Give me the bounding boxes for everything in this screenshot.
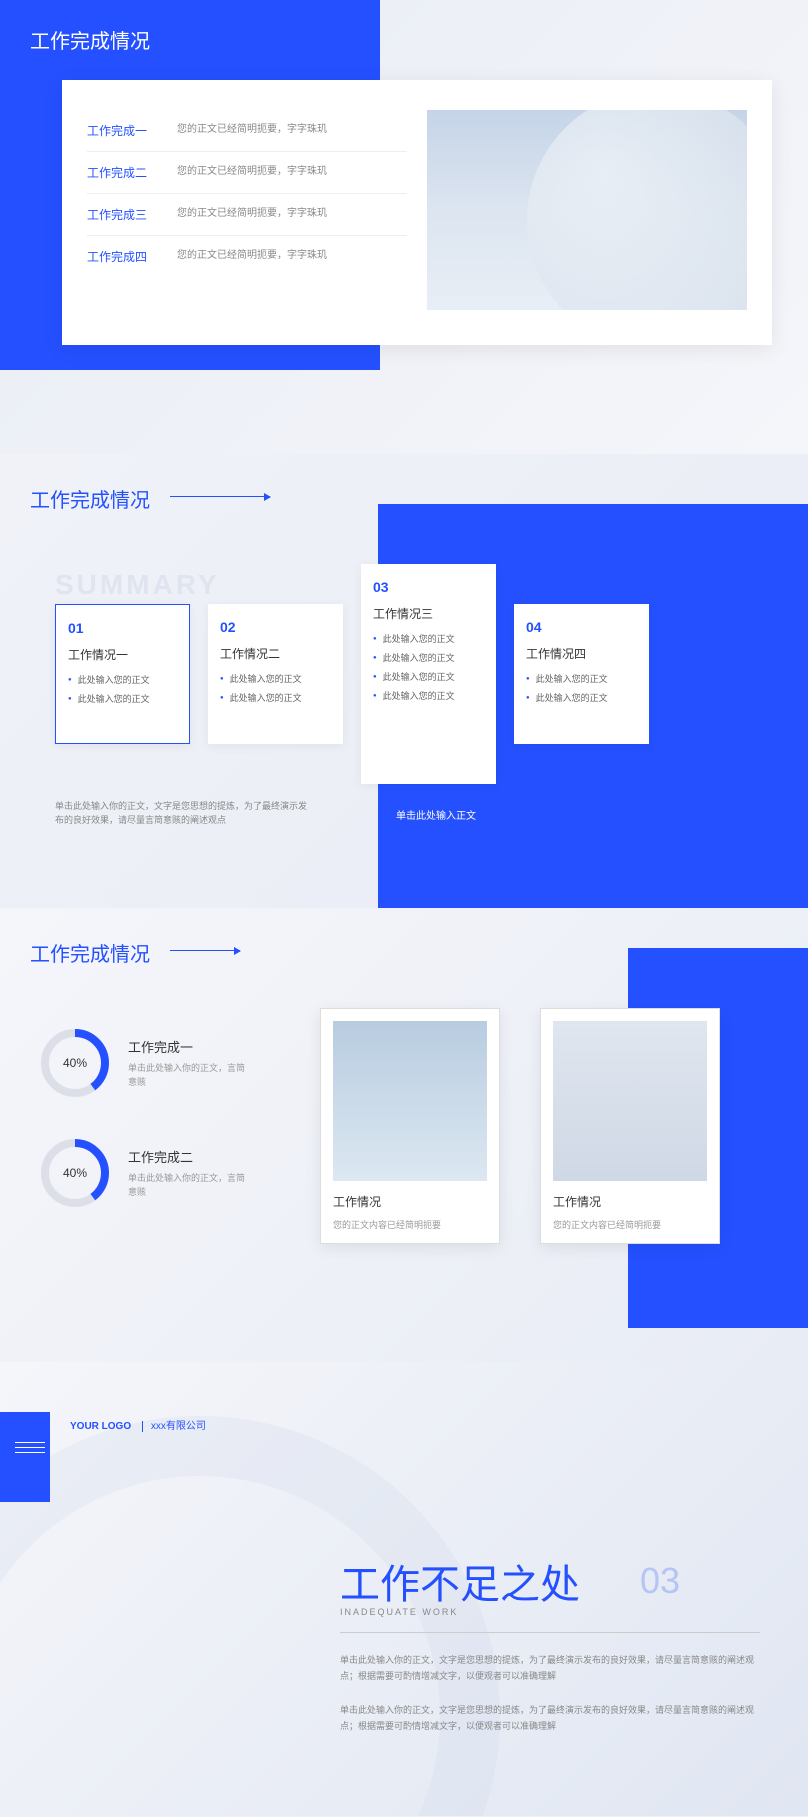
body-para-1: 单击此处输入你的正文，文字是您思想的提炼，为了最终演示发布的良好效果，请尽量言简… bbox=[340, 1652, 760, 1684]
bullet: 此处输入您的正文 bbox=[526, 672, 637, 685]
card-title: 工作情况一 bbox=[68, 646, 177, 663]
row-desc: 您的正文已经简明扼要，字字珠玑 bbox=[177, 164, 407, 181]
hero-image bbox=[427, 110, 747, 310]
progress-column: 40% 工作完成一 单击此处输入你的正文，言简意赅 40% 工作完成二 单击此处… bbox=[40, 1028, 248, 1248]
bullet: 此处输入您的正文 bbox=[68, 692, 177, 705]
card-num: 03 bbox=[373, 579, 484, 595]
row-label: 工作完成四 bbox=[87, 248, 177, 265]
progress-percent: 40% bbox=[40, 1138, 110, 1208]
slide3-title: 工作完成情况 bbox=[30, 938, 150, 967]
arrow-decor bbox=[170, 950, 240, 951]
card-num: 01 bbox=[68, 620, 177, 636]
progress-title: 工作完成二 bbox=[128, 1147, 248, 1166]
slide-1: 工作完成情况 工作完成一 您的正文已经简明扼要，字字珠玑 工作完成二 您的正文已… bbox=[0, 0, 808, 454]
card-3: 03 工作情况三 此处输入您的正文 此处输入您的正文 此处输入您的正文 此处输入… bbox=[361, 564, 496, 784]
table-row: 工作完成二 您的正文已经简明扼要，字字珠玑 bbox=[87, 152, 407, 194]
card-image bbox=[333, 1021, 487, 1181]
slide-4: YOUR LOGO xxx有限公司 工作不足之处 03 INADEQUATE W… bbox=[0, 1362, 808, 1816]
row-label: 工作完成一 bbox=[87, 122, 177, 139]
card-title: 工作情况 bbox=[333, 1193, 487, 1210]
progress-ring: 40% bbox=[40, 1028, 110, 1098]
bullet: 此处输入您的正文 bbox=[373, 689, 484, 702]
card-4: 04 工作情况四 此处输入您的正文 此处输入您的正文 bbox=[514, 604, 649, 744]
progress-item: 40% 工作完成一 单击此处输入你的正文，言简意赅 bbox=[40, 1028, 248, 1098]
progress-title: 工作完成一 bbox=[128, 1037, 248, 1056]
bullet: 此处输入您的正文 bbox=[220, 672, 331, 685]
row-desc: 您的正文已经简明扼要，字字珠玑 bbox=[177, 122, 407, 139]
card-num: 04 bbox=[526, 619, 637, 635]
table-row: 工作完成四 您的正文已经简明扼要，字字珠玑 bbox=[87, 236, 407, 277]
card-desc: 您的正文内容已经简明扼要 bbox=[333, 1218, 487, 1231]
card-title: 工作情况二 bbox=[220, 645, 331, 662]
slide-3: 工作完成情况 40% 工作完成一 单击此处输入你的正文，言简意赅 40% 工作完… bbox=[0, 908, 808, 1362]
progress-percent: 40% bbox=[40, 1028, 110, 1098]
card-image bbox=[553, 1021, 707, 1181]
row-label: 工作完成三 bbox=[87, 206, 177, 223]
card-desc: 您的正文内容已经简明扼要 bbox=[553, 1218, 707, 1231]
table-row: 工作完成三 您的正文已经简明扼要，字字珠玑 bbox=[87, 194, 407, 236]
card-title: 工作情况 bbox=[553, 1193, 707, 1210]
row-desc: 您的正文已经简明扼要，字字珠玑 bbox=[177, 206, 407, 223]
row-label: 工作完成二 bbox=[87, 164, 177, 181]
card-row: 01 工作情况一 此处输入您的正文 此处输入您的正文 02 工作情况二 此处输入… bbox=[55, 604, 649, 784]
progress-desc: 单击此处输入你的正文，言简意赅 bbox=[128, 1172, 248, 1199]
card-title: 工作情况四 bbox=[526, 645, 637, 662]
work-list: 工作完成一 您的正文已经简明扼要，字字珠玑 工作完成二 您的正文已经简明扼要，字… bbox=[87, 110, 407, 315]
bullet: 此处输入您的正文 bbox=[526, 691, 637, 704]
card-title: 工作情况三 bbox=[373, 605, 484, 622]
slide2-title: 工作完成情况 bbox=[30, 484, 150, 513]
progress-item: 40% 工作完成二 单击此处输入你的正文，言简意赅 bbox=[40, 1138, 248, 1208]
section-number: 03 bbox=[640, 1560, 680, 1602]
image-card-1: 工作情况 您的正文内容已经简明扼要 bbox=[320, 1008, 500, 1244]
cta-button[interactable]: 单击此处输入正文 bbox=[382, 799, 490, 830]
footer-text: 单击此处输入你的正文，文字是您思想的提炼，为了最终演示发布的良好效果，请尽量言简… bbox=[55, 799, 315, 828]
bullet: 此处输入您的正文 bbox=[373, 651, 484, 664]
row-desc: 您的正文已经简明扼要，字字珠玑 bbox=[177, 248, 407, 265]
section-subtitle: INADEQUATE WORK bbox=[340, 1607, 458, 1617]
logo-block: YOUR LOGO xxx有限公司 bbox=[70, 1417, 206, 1432]
slide-2: 工作完成情况 SUMMARY 01 工作情况一 此处输入您的正文 此处输入您的正… bbox=[0, 454, 808, 908]
bullet: 此处输入您的正文 bbox=[68, 673, 177, 686]
logo-text: YOUR LOGO bbox=[70, 1421, 131, 1432]
watermark-text: SUMMARY bbox=[55, 569, 220, 601]
content-card: 工作完成一 您的正文已经简明扼要，字字珠玑 工作完成二 您的正文已经简明扼要，字… bbox=[62, 80, 772, 345]
image-card-2: 工作情况 您的正文内容已经简明扼要 bbox=[540, 1008, 720, 1244]
body-para-2: 单击此处输入你的正文，文字是您思想的提炼，为了最终演示发布的良好效果，请尽量言简… bbox=[340, 1702, 760, 1734]
bullet: 此处输入您的正文 bbox=[373, 670, 484, 683]
progress-desc: 单击此处输入你的正文，言简意赅 bbox=[128, 1062, 248, 1089]
divider bbox=[340, 1632, 760, 1633]
bullet: 此处输入您的正文 bbox=[220, 691, 331, 704]
progress-ring: 40% bbox=[40, 1138, 110, 1208]
card-1: 01 工作情况一 此处输入您的正文 此处输入您的正文 bbox=[55, 604, 190, 744]
table-row: 工作完成一 您的正文已经简明扼要，字字珠玑 bbox=[87, 110, 407, 152]
menu-icon bbox=[15, 1442, 45, 1457]
arrow-decor bbox=[170, 496, 270, 497]
slide1-title: 工作完成情况 bbox=[30, 25, 150, 54]
card-num: 02 bbox=[220, 619, 331, 635]
blue-block bbox=[0, 1412, 50, 1502]
card-2: 02 工作情况二 此处输入您的正文 此处输入您的正文 bbox=[208, 604, 343, 744]
company-name: xxx有限公司 bbox=[142, 1421, 206, 1432]
section-heading: 工作不足之处 bbox=[340, 1552, 580, 1610]
bullet: 此处输入您的正文 bbox=[373, 632, 484, 645]
